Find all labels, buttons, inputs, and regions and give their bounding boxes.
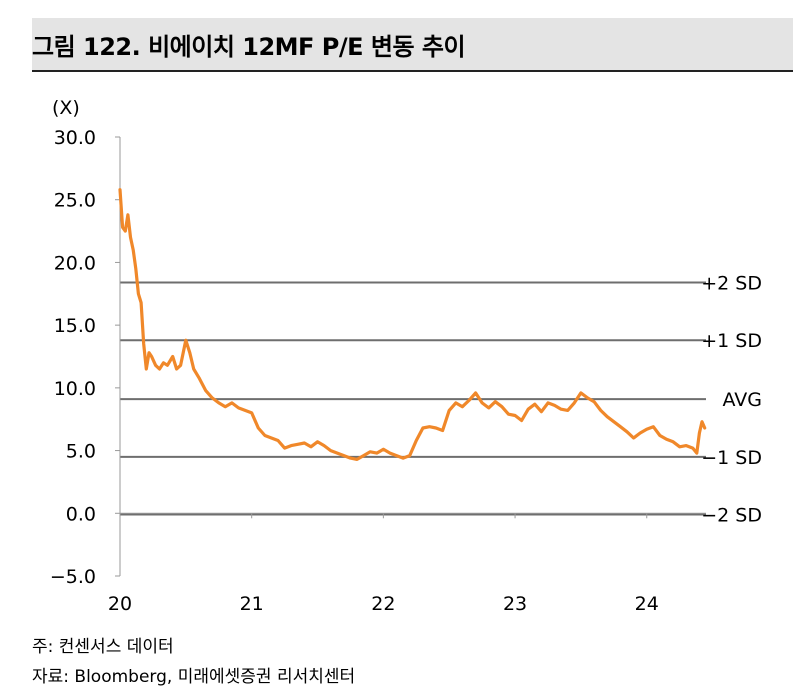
y-tick-label: 25.0 xyxy=(54,190,96,212)
axis-labels: 30.0 25.0 20.0 15.0 10.0 5.0 0.0 −5.0 (X) 20 21 22 2… xyxy=(50,97,762,615)
reference-line-label: AVG xyxy=(722,389,762,411)
pe-series-line xyxy=(118,188,707,461)
x-tick-label: 23 xyxy=(503,593,527,615)
y-tick-label: 20.0 xyxy=(54,252,96,274)
reference-line-label: −2 SD xyxy=(701,505,762,527)
y-tick-label: 5.0 xyxy=(66,441,96,463)
y-tick-label: 10.0 xyxy=(54,378,96,400)
reference-line-label: +1 SD xyxy=(701,330,762,352)
x-tick-label: 22 xyxy=(371,593,395,615)
x-tick-label: 21 xyxy=(240,593,264,615)
chart-title: 그림 122. 비에이치 12MF P/E 변동 추이 xyxy=(32,33,466,61)
x-tick-label: 20 xyxy=(108,593,132,615)
x-tick-label: 24 xyxy=(635,593,659,615)
note-source: 자료: Bloomberg, 미래에셋증권 리서치센터 xyxy=(32,667,356,687)
title-bar: 그림 122. 비에이치 12MF P/E 변동 추이 xyxy=(32,18,793,72)
y-tick-label: 15.0 xyxy=(54,315,96,337)
note-consensus: 주: 컨센서스 데이터 xyxy=(32,637,174,657)
y-axis-label: (X) xyxy=(52,97,80,119)
axes xyxy=(115,136,706,577)
y-tick-label: 30.0 xyxy=(54,127,96,149)
series-layer xyxy=(118,188,707,461)
y-tick-label: 0.0 xyxy=(66,503,96,525)
y-tick-label: −5.0 xyxy=(50,566,96,588)
reference-line-label: −1 SD xyxy=(701,447,762,469)
reference-line-label: +2 SD xyxy=(701,272,762,294)
reference-lines xyxy=(120,281,706,516)
